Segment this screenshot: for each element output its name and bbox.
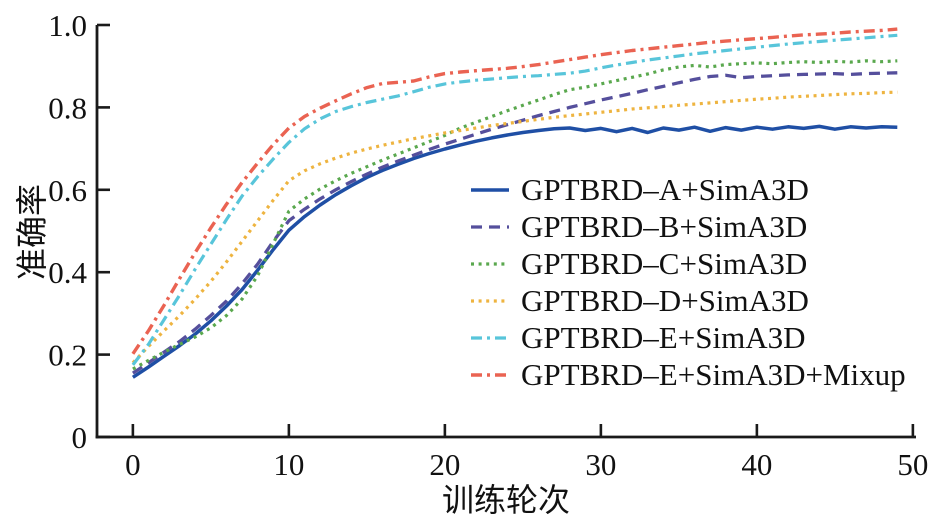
legend-item: GPTBRD–B+SimA3D — [470, 208, 906, 245]
legend-item: GPTBRD–A+SimA3D — [470, 171, 906, 208]
legend-item: GPTBRD–E+SimA3D — [470, 319, 906, 356]
x-tick-label: 30 — [585, 447, 616, 482]
y-tick-label: 0 — [72, 420, 88, 455]
x-tick-label: 10 — [273, 447, 304, 482]
y-tick-label: 0.4 — [48, 255, 87, 290]
y-tick-label: 0.8 — [48, 90, 87, 125]
legend-label: GPTBRD–E+SimA3D — [521, 320, 806, 355]
x-axis-label: 训练轮次 — [441, 482, 571, 518]
legend-item: GPTBRD–C+SimA3D — [470, 245, 906, 282]
axes: 0 0.2 0.4 0.6 0.8 1.0 0 10 20 30 40 50 — [48, 8, 928, 482]
x-tick-label: 20 — [429, 447, 460, 482]
series-line-gptbrd-e-sima3d-mixup — [131, 27, 898, 355]
plot-lines — [131, 27, 898, 379]
legend-label: GPTBRD–C+SimA3D — [521, 246, 808, 281]
x-tick-label: 40 — [741, 447, 772, 482]
series-line-gptbrd-c-sima3d — [132, 59, 898, 371]
legend-label: GPTBRD–B+SimA3D — [521, 209, 808, 244]
legend-line-swatch — [471, 335, 509, 340]
series-line-gptbrd-b-sima3d — [131, 71, 898, 375]
legend-line-swatch — [471, 224, 509, 229]
series-line-gptbrd-d-sima3d — [131, 90, 898, 364]
legend-line-swatch — [471, 187, 509, 192]
legend-label: GPTBRD–D+SimA3D — [521, 283, 809, 318]
chart-legend: GPTBRD–A+SimA3D GPTBRD–B+SimA3D GPTBRD–C+S… — [470, 171, 906, 393]
legend-item: GPTBRD–D+SimA3D — [470, 282, 906, 319]
y-tick-label: 1.0 — [48, 8, 87, 43]
y-tick-label: 0.6 — [48, 173, 87, 208]
y-axis-label: 准确率 — [14, 183, 50, 281]
legend-label: GPTBRD–E+SimA3D+Mixup — [521, 357, 906, 392]
legend-line-swatch — [471, 261, 509, 266]
y-tick-label: 0.2 — [48, 338, 87, 373]
x-tick-label: 0 — [125, 447, 141, 482]
legend-label: GPTBRD–A+SimA3D — [521, 172, 809, 207]
legend-line-swatch — [471, 298, 509, 303]
x-tick-label: 50 — [897, 447, 928, 482]
series-line-gptbrd-e-sima3d — [131, 33, 898, 366]
legend-item: GPTBRD–E+SimA3D+Mixup — [470, 356, 906, 393]
legend-line-swatch — [471, 372, 509, 377]
